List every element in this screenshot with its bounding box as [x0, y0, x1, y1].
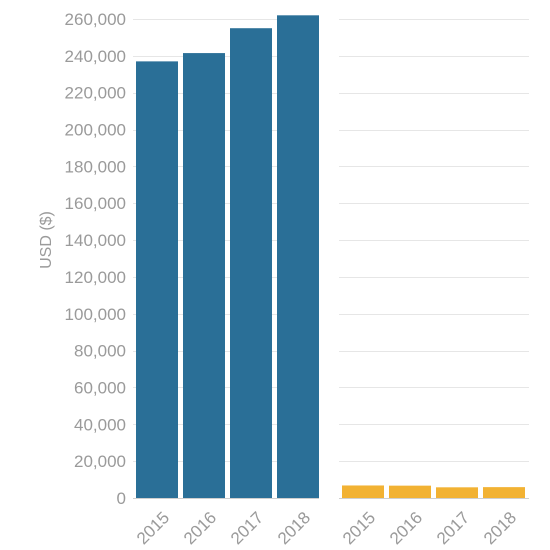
- y-tick-label: 120,000: [65, 268, 126, 287]
- bar-0-2017[interactable]: [230, 28, 272, 498]
- bar-1-2017[interactable]: [436, 487, 478, 498]
- y-tick-label: 40,000: [74, 415, 126, 434]
- bar-0-2016[interactable]: [183, 53, 225, 498]
- bar-1-2018[interactable]: [483, 487, 525, 498]
- x-tick-label: 2017: [433, 508, 473, 548]
- bar-1-2015[interactable]: [342, 485, 384, 498]
- y-tick-label: 60,000: [74, 378, 126, 397]
- y-tick-label: 100,000: [65, 305, 126, 324]
- bar-0-2018[interactable]: [277, 15, 319, 498]
- x-tick-label: 2018: [480, 508, 520, 548]
- y-tick-label: 0: [117, 489, 126, 508]
- bars-layer: [136, 15, 525, 498]
- x-tick-label: 2016: [180, 508, 220, 548]
- x-tick-label: 2017: [227, 508, 267, 548]
- y-axis-title: USD ($): [38, 211, 55, 269]
- bar-1-2016[interactable]: [389, 485, 431, 498]
- y-tick-label: 180,000: [65, 157, 126, 176]
- y-tick-label: 80,000: [74, 342, 126, 361]
- bar-0-2015[interactable]: [136, 61, 178, 498]
- y-tick-label: 260,000: [65, 10, 126, 29]
- y-tick-label: 240,000: [65, 47, 126, 66]
- y-tick-label: 200,000: [65, 121, 126, 140]
- x-tick-label: 2015: [133, 508, 173, 548]
- x-tick-label: 2018: [274, 508, 314, 548]
- x-tick-label: 2015: [339, 508, 379, 548]
- y-tick-label: 160,000: [65, 194, 126, 213]
- y-tick-label: 20,000: [74, 452, 126, 471]
- x-tick-label: 2016: [386, 508, 426, 548]
- y-tick-label: 140,000: [65, 231, 126, 250]
- y-tick-label: 220,000: [65, 84, 126, 103]
